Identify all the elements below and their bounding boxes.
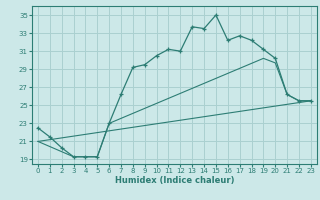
X-axis label: Humidex (Indice chaleur): Humidex (Indice chaleur) [115, 176, 234, 185]
